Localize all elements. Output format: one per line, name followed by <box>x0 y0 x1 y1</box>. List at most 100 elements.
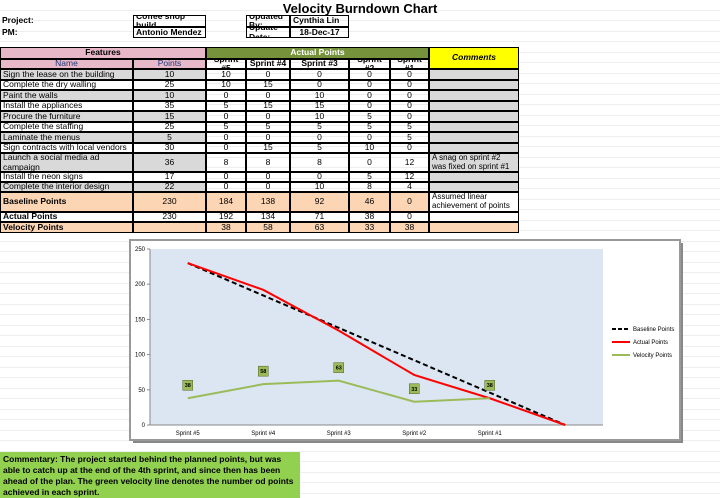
page-title: Velocity Burndown Chart <box>282 1 438 16</box>
value: Coffee shop build <box>133 15 206 27</box>
feature-name: Install the neon signs <box>0 172 133 182</box>
feature-name: Complete the dry walling <box>0 79 133 90</box>
feature-points: 17 <box>133 172 206 182</box>
data-label-box <box>333 362 344 373</box>
sprint-points: 0 <box>390 142 429 153</box>
label: Updated By: <box>246 15 290 27</box>
value: 18-Dec-17 <box>290 27 349 38</box>
x-tick-label: Sprint #1 <box>478 431 503 437</box>
sprint-points: 5 <box>246 121 290 132</box>
total-points <box>133 222 206 233</box>
header: Comments <box>429 47 519 69</box>
sprint-points: 0 <box>290 172 349 182</box>
feature-name: Procure the furniture <box>0 111 133 122</box>
sprint-points: 0 <box>206 90 246 101</box>
data-label: 33 <box>411 387 417 393</box>
sprint-points: 5 <box>290 121 349 132</box>
data-label-box <box>484 379 495 391</box>
sprint-points: 5 <box>290 142 349 153</box>
sprint-points: 15 <box>290 100 349 111</box>
sprint-points: 4 <box>390 182 429 192</box>
feature-points: 5 <box>133 132 206 143</box>
feature-name: Install the appliances <box>0 100 133 111</box>
comment <box>429 100 519 111</box>
label: Project: <box>2 15 34 26</box>
sprint-points: 192 <box>206 212 246 222</box>
sprint-points: 0 <box>206 182 246 192</box>
sprint-points: 5 <box>349 121 390 132</box>
comment <box>429 121 519 132</box>
sprint-points: 0 <box>246 69 290 80</box>
sprint-points: 63 <box>290 222 349 233</box>
sprint-points: 10 <box>206 69 246 80</box>
sprint-points: 0 <box>206 142 246 153</box>
sprint-points: 5 <box>349 172 390 182</box>
sprint-points: 0 <box>349 132 390 143</box>
feature-points: 10 <box>133 69 206 80</box>
sprint-points: 0 <box>290 69 349 80</box>
header: Sprint #2 <box>349 59 390 69</box>
comment <box>429 182 519 192</box>
header: Sprint #5 <box>206 59 246 69</box>
comment <box>429 212 519 222</box>
sprint-points: 0 <box>246 90 290 101</box>
series-line <box>187 262 566 426</box>
header: Sprint #1 <box>390 59 429 69</box>
header: Actual Points <box>206 47 429 59</box>
y-tick-label: 50 <box>138 388 145 394</box>
sprint-points: 10 <box>290 182 349 192</box>
sprint-points: 10 <box>290 90 349 101</box>
value: Antonio Mendez <box>133 27 206 38</box>
header: Sprint #3 <box>290 59 349 69</box>
sprint-points: 8 <box>290 153 349 172</box>
sprint-points: 15 <box>246 79 290 90</box>
feature-points: 35 <box>133 100 206 111</box>
sprint-points: 10 <box>349 142 390 153</box>
feature-points: 10 <box>133 90 206 101</box>
sprint-points: 0 <box>290 79 349 90</box>
sprint-points: 0 <box>349 69 390 80</box>
comment <box>429 79 519 90</box>
feature-name: Paint the walls <box>0 90 133 101</box>
sprint-points: 8 <box>206 153 246 172</box>
sprint-points: 5 <box>206 100 246 111</box>
x-tick-label: Sprint #5 <box>176 431 201 437</box>
sprint-points: 0 <box>246 111 290 122</box>
sprint-points: 0 <box>390 192 429 212</box>
feature-points: 25 <box>133 121 206 132</box>
x-tick-label: Sprint #3 <box>327 431 352 437</box>
sprint-points: 15 <box>246 100 290 111</box>
y-tick-label: 0 <box>142 423 146 429</box>
sprint-points: 138 <box>246 192 290 212</box>
sprint-points: 134 <box>246 212 290 222</box>
sprint-points: 71 <box>290 212 349 222</box>
series-line <box>187 379 490 403</box>
sprint-points: 10 <box>290 111 349 122</box>
sprint-points: 0 <box>206 132 246 143</box>
feature-name: Laminate the menus <box>0 132 133 143</box>
sprint-points: 0 <box>390 212 429 222</box>
sprint-points: 0 <box>390 111 429 122</box>
sprint-points: 5 <box>390 121 429 132</box>
header: Name <box>0 59 133 69</box>
comment <box>429 111 519 122</box>
feature-name: Sign contracts with local vendors <box>0 142 133 153</box>
sprint-points: 0 <box>206 111 246 122</box>
sprint-points: 0 <box>349 79 390 90</box>
feature-name: Complete the interior design <box>0 182 133 192</box>
y-tick-label: 200 <box>135 282 146 288</box>
sprint-points: 38 <box>206 222 246 233</box>
sprint-points: 184 <box>206 192 246 212</box>
comment: Assumed linear achievement of points <box>429 192 519 212</box>
comment <box>429 132 519 143</box>
x-tick-label: Sprint #2 <box>402 431 427 437</box>
label: PM: <box>2 27 18 37</box>
total-name: Baseline Points <box>0 192 133 212</box>
data-label: 58 <box>260 369 266 375</box>
header: Features <box>0 47 206 59</box>
x-tick-label: Sprint #4 <box>251 431 276 437</box>
sprint-points: 15 <box>246 142 290 153</box>
commentary: Commentary: The project started behind t… <box>0 452 300 498</box>
